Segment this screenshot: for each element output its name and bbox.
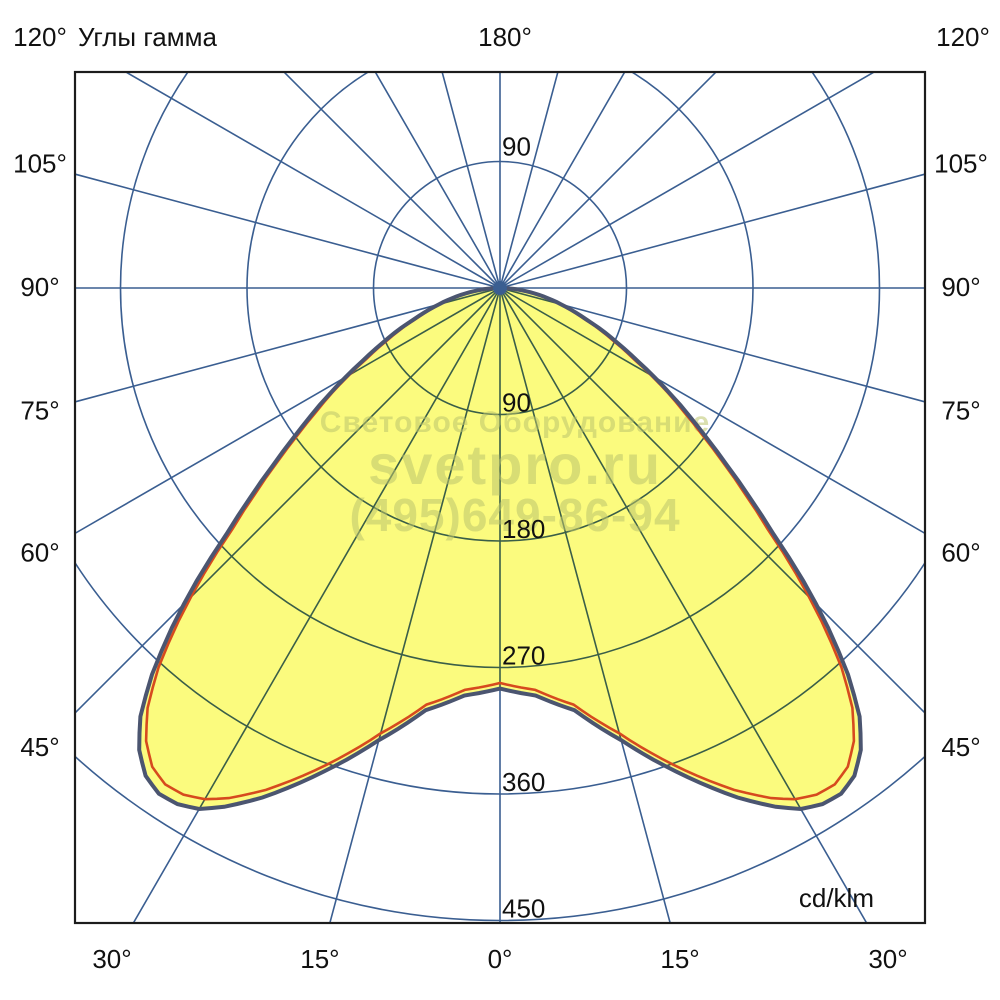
polar-spoke: [499, 72, 718, 289]
ring-value-label: 180: [502, 514, 545, 544]
polar-spoke: [139, 288, 501, 753]
polar-spoke: [75, 287, 501, 403]
polar-spoke: [139, 288, 501, 809]
gamma-tick-right: 75°: [941, 395, 980, 425]
gamma-tick-120-top-right: 120°: [936, 22, 990, 52]
watermark-site-url: svetpro.ru: [368, 433, 662, 496]
polar-spoke: [499, 287, 925, 403]
curve-c0-c180: [137, 285, 863, 812]
ring-value-label: 90: [502, 388, 531, 418]
gamma-tick-right: 90°: [941, 272, 980, 302]
gamma-tick-left: 45°: [20, 732, 59, 762]
plot-frame: [73, 70, 927, 925]
polar-spoke: [75, 173, 501, 289]
gamma-tick-right: 105°: [934, 149, 988, 179]
polar-spoke: [374, 72, 501, 289]
polar-spoke: [124, 72, 501, 289]
polar-spoke: [499, 288, 741, 289]
polar-spoke: [499, 288, 861, 753]
ring-value-label: 270: [502, 641, 545, 671]
gamma-tick-bottom: 0°: [488, 944, 513, 974]
polar-spoke: [259, 288, 501, 289]
units-label: cd/klm: [799, 883, 874, 913]
gamma-tick-left: 105°: [13, 149, 67, 179]
ring-value-label: 450: [502, 894, 545, 924]
watermark-company-name: Световое Оборудование: [320, 406, 710, 439]
gamma-tick-bottom: 15°: [660, 944, 699, 974]
gamma-tick-bottom: 30°: [92, 944, 131, 974]
polar-spoke: [441, 72, 501, 289]
labels-layer: 120° Углы гамма 180° 120° 45° 45° 60° 60° 75° 75°…: [13, 22, 990, 974]
polar-spoke: [259, 288, 501, 809]
watermark: Световое Оборудованиеsvetpro.ru(495)649-…: [320, 406, 710, 541]
gamma-tick-right: 60°: [941, 538, 980, 568]
ring-value-label: 360: [502, 767, 545, 797]
polar-spoke: [499, 288, 861, 289]
watermark-phone: (495)649-86-94: [349, 489, 680, 541]
gamma-tick-left: 60°: [20, 538, 59, 568]
gamma-tick-bottom: 30°: [868, 944, 907, 974]
gamma-tick-left: 90°: [20, 272, 59, 302]
chart-title: Углы гамма: [78, 22, 217, 52]
gamma-tick-180-top: 180°: [478, 22, 532, 52]
polar-spoke: [499, 72, 559, 289]
polar-spoke: [499, 173, 925, 289]
polar-spoke: [499, 72, 626, 289]
gamma-tick-120-top-left: 120°: [13, 22, 67, 52]
pole-dot: [493, 281, 507, 295]
ring-value-label-top: 90: [502, 132, 531, 162]
polar-spoke: [499, 288, 741, 809]
polar-spoke: [499, 72, 876, 289]
gamma-tick-left: 75°: [20, 395, 59, 425]
gamma-tick-right: 45°: [941, 732, 980, 762]
polar-spoke: [499, 288, 861, 809]
polar-spoke: [282, 72, 501, 289]
gamma-tick-bottom: 15°: [300, 944, 339, 974]
